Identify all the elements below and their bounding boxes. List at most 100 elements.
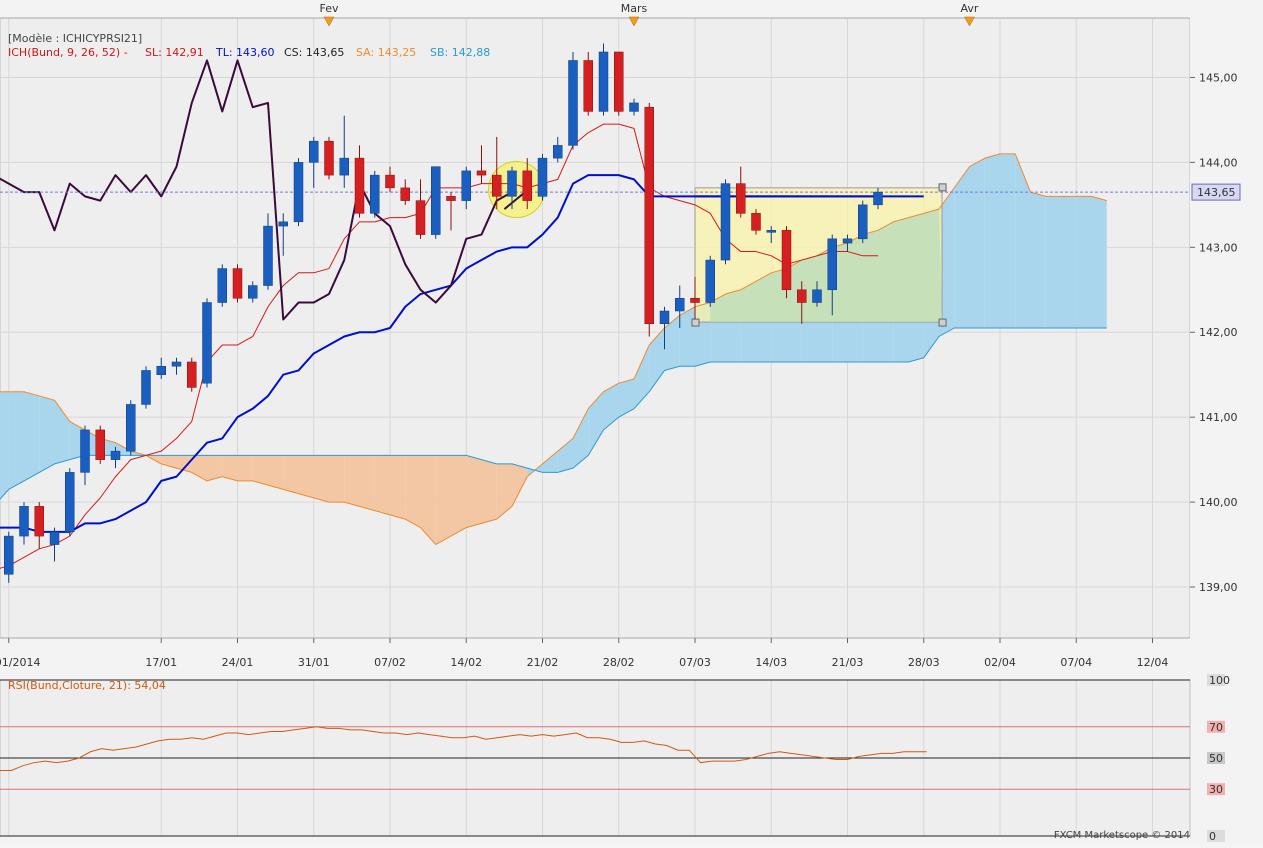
candle-up — [4, 535, 14, 575]
candle-down — [797, 289, 807, 303]
rsi-level-badge — [1207, 783, 1225, 796]
candle-up — [248, 285, 258, 299]
candle-up — [339, 157, 349, 176]
rsi-line — [0, 726, 927, 771]
candle-down — [751, 213, 761, 231]
cloud-bullish-segment — [1076, 196, 1092, 328]
rsi-level-label: 50 — [1209, 752, 1223, 765]
candle-up — [720, 183, 731, 261]
footer-brand: FXCM Marketscope © 2014 — [1054, 830, 1190, 841]
candle-up — [629, 102, 639, 112]
candle-down — [415, 200, 426, 235]
y-tick-label: 140,00 — [1199, 496, 1238, 509]
candle-up — [65, 472, 75, 533]
candle-up — [507, 170, 517, 197]
cloud-bearish-segment — [222, 455, 238, 481]
month-marker-triangle — [323, 16, 335, 27]
sl-value: SL: 142,91 — [145, 46, 204, 59]
range-box-handle — [938, 183, 947, 192]
cloud-bullish-segment — [39, 395, 55, 473]
candle-down — [34, 506, 44, 537]
rsi-level-badge — [1207, 674, 1225, 686]
candle-up — [431, 166, 441, 235]
y-tick-label: 141,00 — [1199, 411, 1238, 424]
ich-label: ICH(Bund, 9, 26, 52) - — [8, 46, 128, 59]
x-tick-label: 21/02 — [527, 656, 559, 669]
x-tick-label: 21/03 — [832, 656, 864, 669]
candle-up — [202, 302, 212, 384]
cloud-bullish-segment — [1030, 192, 1046, 328]
candle-up — [827, 238, 837, 291]
tl-value: TL: 143,60 — [215, 46, 275, 59]
cloud-bullish-segment — [679, 306, 695, 367]
candle-down — [583, 60, 593, 112]
cloud-bullish-segment — [588, 391, 604, 456]
rsi-level-badge — [1207, 720, 1225, 733]
candle-up — [141, 370, 151, 405]
month-label: Avr — [961, 2, 979, 15]
cloud-bearish-segment — [359, 455, 375, 511]
cloud-bearish-segment — [329, 455, 345, 503]
cloud-bullish-segment — [634, 344, 650, 409]
candle-up — [675, 298, 685, 312]
candle-down — [614, 51, 624, 112]
cloud-bullish-segment — [542, 451, 558, 473]
candle-down — [522, 170, 532, 201]
cloud-bullish-segment — [969, 158, 985, 328]
cloud-bearish-segment — [420, 455, 436, 545]
candle-up — [156, 365, 166, 375]
cloud-bullish-segment — [618, 378, 634, 418]
cloud-bullish-segment — [573, 408, 589, 469]
cloud-bullish-segment — [54, 400, 70, 464]
cloud-bullish-segment — [24, 391, 40, 481]
range-box-cloud-overlap — [710, 209, 943, 323]
candle-up — [705, 259, 715, 303]
candle-down — [690, 298, 700, 303]
cloud-bearish-segment — [481, 459, 497, 524]
range-box-handle — [938, 318, 947, 327]
senkou-span-b-line — [0, 327, 1107, 500]
candle-up — [126, 404, 136, 452]
candle-up — [553, 145, 563, 159]
cloud-bearish-segment — [451, 455, 467, 537]
candle-up — [858, 204, 868, 240]
cloud-bullish-segment — [1045, 196, 1061, 328]
rsi-level-badge — [1207, 752, 1225, 764]
cloud-bearish-segment — [237, 455, 253, 481]
cloud-bearish-segment — [313, 455, 329, 503]
x-tick-label: 07/03 — [679, 656, 711, 669]
x-tick-label: 24/01 — [222, 656, 254, 669]
x-tick-label: 17/01 — [145, 656, 177, 669]
candle-up — [278, 221, 288, 227]
x-tick-label: 14/02 — [450, 656, 482, 669]
candle-down — [400, 187, 410, 201]
rsi-level-label: 100 — [1209, 674, 1230, 687]
rsi-level-badge — [1207, 830, 1225, 842]
candle-up — [568, 60, 578, 146]
month-label: Fev — [319, 2, 338, 15]
y-tick-label: 142,00 — [1199, 326, 1238, 339]
cloud-bullish-segment — [984, 153, 1000, 328]
x-tick-label: 12/04 — [1137, 656, 1169, 669]
rsi-level-label: 30 — [1209, 783, 1223, 796]
x-tick-label: 02/01/2014 — [0, 656, 40, 669]
cloud-bullish-segment — [664, 315, 680, 371]
candle-down — [476, 170, 487, 176]
sb-value: SB: 142,88 — [430, 46, 490, 59]
candle-up — [309, 140, 319, 163]
date-axis-panel — [0, 638, 1190, 676]
range-box-handle — [691, 318, 700, 327]
y-tick-label: 145,00 — [1199, 71, 1238, 84]
candle-up — [263, 225, 273, 286]
candle-up — [537, 157, 548, 197]
right-axis-panel — [1190, 0, 1263, 844]
candle-up — [812, 289, 822, 303]
candle-up — [766, 230, 776, 233]
y-tick-label: 143,00 — [1199, 241, 1238, 254]
senkou-span-a-line — [0, 153, 1107, 546]
candle-up — [49, 531, 60, 545]
candle-up — [217, 268, 227, 303]
candle-down — [232, 268, 243, 299]
x-tick-label: 14/03 — [755, 656, 787, 669]
